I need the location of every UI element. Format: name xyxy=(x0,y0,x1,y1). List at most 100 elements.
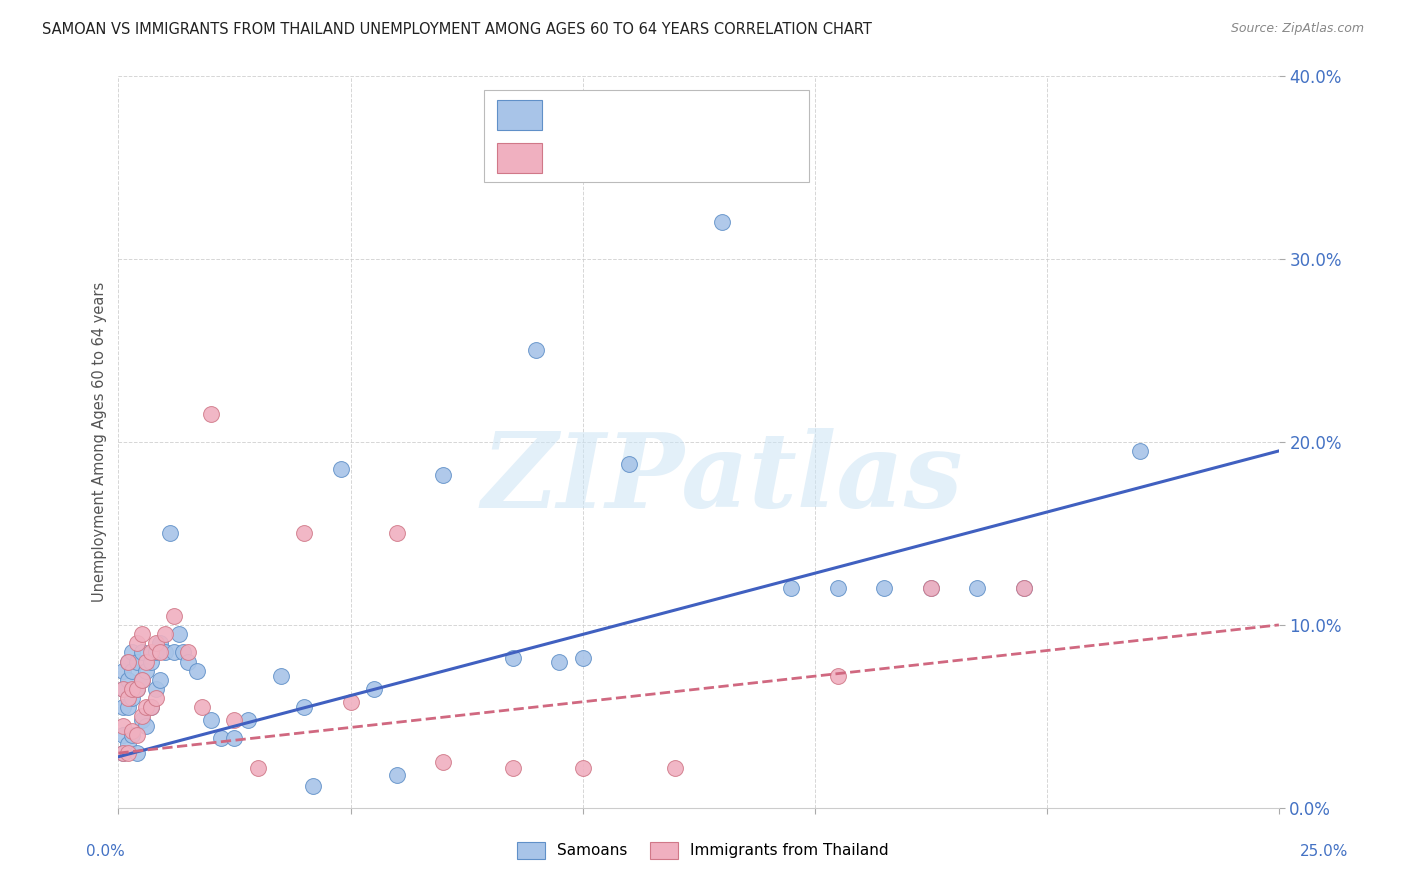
Point xyxy=(920,581,942,595)
Point xyxy=(385,526,408,541)
Point xyxy=(121,681,143,696)
Point xyxy=(159,526,181,541)
Point xyxy=(131,645,153,659)
Point xyxy=(125,728,148,742)
Point xyxy=(112,746,135,760)
Point xyxy=(135,655,157,669)
Point xyxy=(385,768,408,782)
Point xyxy=(246,761,269,775)
Point xyxy=(112,681,135,696)
Point xyxy=(139,700,162,714)
Point xyxy=(139,645,162,659)
Point xyxy=(270,669,292,683)
Point xyxy=(112,700,135,714)
Point xyxy=(966,581,988,595)
Y-axis label: Unemployment Among Ages 60 to 64 years: Unemployment Among Ages 60 to 64 years xyxy=(93,282,107,602)
Point xyxy=(145,636,167,650)
Point xyxy=(121,728,143,742)
Point xyxy=(131,673,153,687)
Point xyxy=(502,651,524,665)
Point xyxy=(125,746,148,760)
Point xyxy=(145,681,167,696)
Point xyxy=(139,700,162,714)
Text: 25.0%: 25.0% xyxy=(1301,845,1348,859)
Point xyxy=(121,691,143,706)
Point xyxy=(873,581,896,595)
Point xyxy=(292,700,315,714)
Point xyxy=(131,673,153,687)
Point xyxy=(125,636,148,650)
Point xyxy=(121,664,143,678)
Point xyxy=(112,718,135,732)
Point xyxy=(135,718,157,732)
Point xyxy=(117,673,139,687)
Point xyxy=(117,691,139,706)
Point xyxy=(1129,444,1152,458)
Point xyxy=(125,655,148,669)
Point xyxy=(200,407,222,421)
Point xyxy=(302,779,325,793)
Legend: Samoans, Immigrants from Thailand: Samoans, Immigrants from Thailand xyxy=(512,836,894,864)
Point xyxy=(339,695,361,709)
Point xyxy=(524,343,547,358)
Point xyxy=(121,724,143,739)
Point xyxy=(224,713,246,727)
Point xyxy=(502,761,524,775)
Point xyxy=(224,731,246,746)
Point xyxy=(238,713,260,727)
Point xyxy=(145,645,167,659)
Point xyxy=(131,627,153,641)
Text: SAMOAN VS IMMIGRANTS FROM THAILAND UNEMPLOYMENT AMONG AGES 60 TO 64 YEARS CORREL: SAMOAN VS IMMIGRANTS FROM THAILAND UNEMP… xyxy=(42,22,872,37)
Point xyxy=(177,655,200,669)
Point xyxy=(292,526,315,541)
Point xyxy=(1012,581,1035,595)
Point xyxy=(920,581,942,595)
Point xyxy=(432,756,454,770)
Point xyxy=(167,627,190,641)
Point xyxy=(125,681,148,696)
Point xyxy=(780,581,803,595)
Point xyxy=(112,728,135,742)
Text: Source: ZipAtlas.com: Source: ZipAtlas.com xyxy=(1230,22,1364,36)
Point xyxy=(330,462,353,476)
Point xyxy=(125,681,148,696)
Point xyxy=(149,636,172,650)
Point xyxy=(117,700,139,714)
Point xyxy=(131,713,153,727)
Point xyxy=(153,645,176,659)
Point xyxy=(172,645,194,659)
Point xyxy=(827,581,849,595)
Point xyxy=(177,645,200,659)
Point xyxy=(135,700,157,714)
Point xyxy=(432,467,454,482)
Point xyxy=(571,651,593,665)
Point xyxy=(1012,581,1035,595)
Point xyxy=(664,761,686,775)
Point xyxy=(145,691,167,706)
Point xyxy=(149,673,172,687)
Text: ZIPatlas: ZIPatlas xyxy=(481,427,963,529)
Point xyxy=(117,746,139,760)
Point xyxy=(186,664,208,678)
Point xyxy=(191,700,214,714)
Point xyxy=(200,713,222,727)
Point xyxy=(209,731,232,746)
Point xyxy=(363,681,385,696)
Point xyxy=(117,737,139,751)
Point xyxy=(121,645,143,659)
Point xyxy=(827,669,849,683)
Point xyxy=(153,627,176,641)
Text: 0.0%: 0.0% xyxy=(86,845,125,859)
Point xyxy=(163,645,186,659)
Point xyxy=(112,746,135,760)
Point xyxy=(117,655,139,669)
Point xyxy=(117,655,139,669)
Point xyxy=(131,709,153,723)
Point xyxy=(163,608,186,623)
Point xyxy=(571,761,593,775)
Point xyxy=(139,655,162,669)
Point xyxy=(548,655,571,669)
Point xyxy=(710,215,733,229)
Point xyxy=(112,681,135,696)
Point xyxy=(617,457,640,471)
